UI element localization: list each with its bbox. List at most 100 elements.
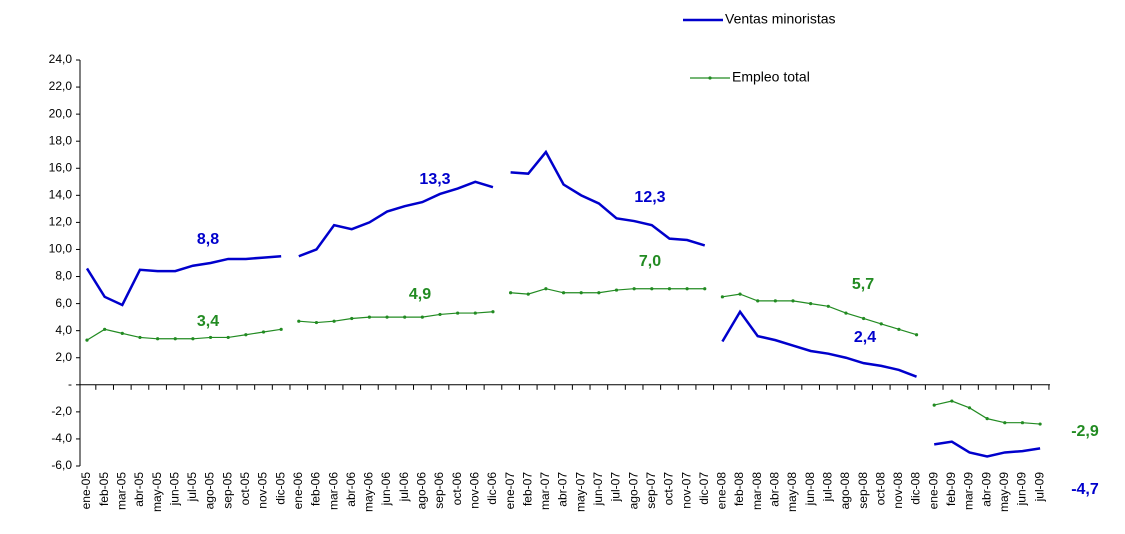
x-tick-label: ago-08 [838,472,852,510]
annotation: 2,4 [854,329,876,346]
legend-point [708,76,712,80]
y-tick-label: 10,0 [49,242,73,256]
point [561,291,566,295]
y-tick-label: 22,0 [49,79,73,93]
point [491,310,495,314]
x-tick-label: ago-06 [415,472,429,510]
point [403,315,407,319]
point [809,302,813,306]
point [773,299,777,303]
legend-label: Ventas minoristas [725,11,836,27]
x-tick-label: oct-05 [238,472,252,506]
x-tick-label: feb-08 [732,472,746,506]
x-tick-label: nov-08 [891,472,905,509]
series-line [298,311,493,324]
series-line [86,328,282,341]
y-tick-label: -4,0 [51,431,72,445]
point [420,315,424,319]
x-tick-label: sep-05 [220,472,234,509]
x-tick-label: sep-08 [856,472,870,509]
point [473,311,477,315]
x-tick-label: jul-06 [397,472,411,503]
point [632,287,636,291]
x-tick-label: nov-06 [467,472,481,509]
x-tick-label: ene-06 [291,472,305,510]
point [456,311,460,315]
point [332,319,336,323]
series-line [85,254,282,307]
x-tick-label: mar-06 [326,472,340,510]
x-tick-label: ene-07 [503,472,517,510]
point [967,406,972,410]
x-tick-label: feb-07 [520,472,534,506]
annotation: 7,0 [639,253,661,270]
x-tick-label: jul-05 [185,472,199,503]
y-tick-label: -2,0 [51,404,72,418]
series-line [721,309,917,378]
point [138,335,142,340]
point [950,399,954,403]
point [367,315,371,319]
x-tick-label: ago-07 [626,472,640,510]
y-tick-label: -6,0 [51,458,72,472]
x-tick-label: jun-05 [167,472,181,507]
series-line [934,440,1041,458]
x-tick-label: may-09 [997,472,1011,512]
point [579,291,583,295]
point [791,299,795,303]
series-line [510,288,705,295]
y-tick-label: 18,0 [49,133,73,147]
x-tick-label: may-06 [362,472,376,512]
point [738,292,742,296]
y-tick-label: 12,0 [49,215,73,229]
point [1038,422,1042,426]
point [438,312,442,317]
x-tick-label: feb-09 [944,472,958,506]
annotation: -2,9 [1071,423,1099,440]
point [862,316,866,321]
point [244,333,248,337]
x-tick-label: mar-05 [114,472,128,510]
x-tick-label: oct-06 [450,472,464,506]
annotation: 13,3 [419,171,450,188]
x-tick-label: feb-05 [97,472,111,506]
x-tick-label: jul-08 [820,472,834,503]
point [544,287,548,291]
point [597,291,601,295]
point [191,337,195,341]
x-tick-label: sep-07 [644,472,658,509]
x-tick-label: dic-06 [485,472,499,505]
x-tick-label: mar-07 [538,472,552,510]
x-tick-label: may-08 [785,472,799,512]
y-tick-label: 8,0 [55,269,72,283]
point [385,315,389,319]
x-tick-label: jun-06 [379,472,393,507]
x-tick-label: jun-07 [591,472,605,507]
legend-label: Empleo total [732,69,810,85]
x-tick-label: mar-08 [750,472,764,510]
point [685,287,689,291]
series-line [510,149,706,247]
point [720,295,725,299]
y-tick-label: 24,0 [49,52,73,66]
point [614,288,619,292]
point [1020,421,1025,425]
series-line [298,180,494,258]
point [261,330,266,334]
x-tick-label: ene-05 [79,472,93,510]
annotation: 5,7 [852,276,874,293]
x-tick-label: ago-05 [203,472,217,510]
point [844,311,848,315]
x-tick-label: jun-08 [803,472,817,507]
x-tick-label: abr-05 [132,472,146,507]
annotation: 4,9 [409,286,431,303]
y-tick-label: 2,0 [55,350,72,364]
point [279,327,283,331]
point [509,291,513,295]
y-tick-label: 14,0 [49,188,73,202]
point [914,333,919,337]
x-tick-label: oct-07 [662,472,676,506]
point [932,403,936,407]
point [120,331,124,335]
x-tick-label: jul-09 [1032,472,1046,503]
